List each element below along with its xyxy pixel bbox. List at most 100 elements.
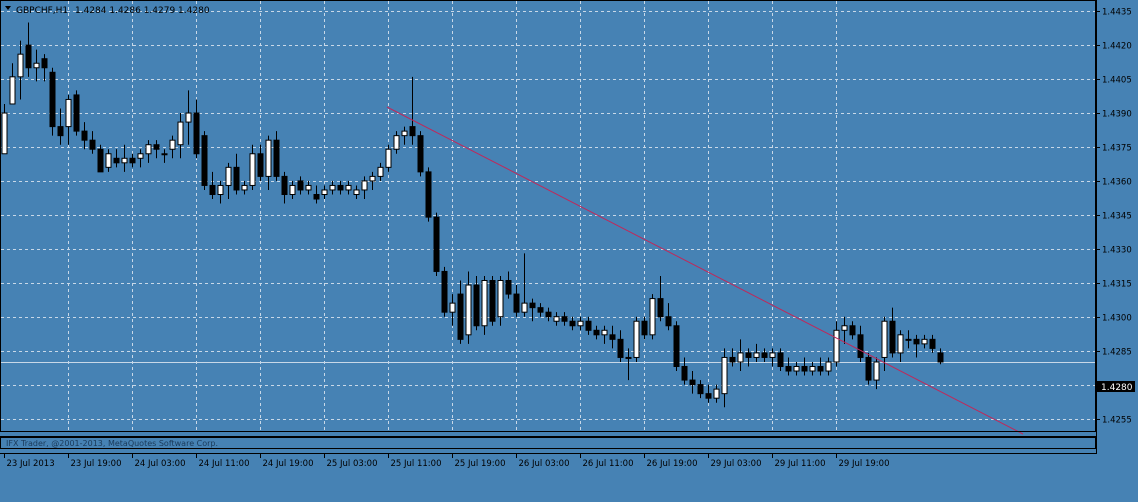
candle xyxy=(161,149,168,163)
candle-body-bull xyxy=(65,98,72,128)
candle-body-bear xyxy=(817,366,824,372)
candle xyxy=(473,275,480,331)
candle-body-bull xyxy=(145,144,152,155)
candle-body-bull xyxy=(385,148,392,168)
candle-body-bull xyxy=(737,352,744,363)
candle-body-bear xyxy=(433,216,440,272)
candle xyxy=(177,113,184,159)
candle-body-bear xyxy=(113,157,120,164)
candle-body-bull xyxy=(873,361,880,381)
y-tick-label: 1.4255 xyxy=(1102,416,1132,426)
candle xyxy=(697,380,704,399)
triangle-down-icon[interactable] xyxy=(5,6,11,10)
candle xyxy=(441,266,448,317)
candle xyxy=(513,285,520,317)
candle-body-bear xyxy=(153,144,160,150)
candle-body-bull xyxy=(353,189,360,195)
y-tick-label: 1.4360 xyxy=(1102,178,1132,188)
candle-body-bull xyxy=(841,325,848,331)
candle-body-bear xyxy=(337,184,344,191)
x-tick-label: 26 Jul 19:00 xyxy=(647,459,698,469)
candle xyxy=(857,325,864,362)
candle-body-bear xyxy=(801,366,808,372)
x-tick-label: 24 Jul 19:00 xyxy=(263,459,314,469)
candle xyxy=(489,275,496,326)
candle-body-bear xyxy=(689,379,696,386)
candle xyxy=(289,180,296,200)
candle-body-bear xyxy=(513,293,520,313)
candle xyxy=(353,185,360,200)
candle-body-bear xyxy=(705,393,712,399)
candle-body-bull xyxy=(897,334,904,354)
candle-body-bull xyxy=(401,130,408,137)
candle xyxy=(761,348,768,362)
candle xyxy=(921,334,928,349)
candle-body-bear xyxy=(233,166,240,191)
candle xyxy=(33,49,40,82)
candle-body-bear xyxy=(697,384,704,395)
candle-body-bull xyxy=(289,184,296,196)
candle xyxy=(417,131,424,177)
candle-body-bear xyxy=(89,139,96,150)
candle xyxy=(25,22,32,77)
candle-body-bull xyxy=(121,157,128,164)
candle xyxy=(889,307,896,358)
candle-body-bull xyxy=(553,316,560,322)
trendline-layer xyxy=(386,106,1024,435)
candle xyxy=(817,357,824,376)
candle-body-bull xyxy=(241,184,248,191)
ohlc-values: 1.4284 1.4286 1.4279 1.4280 xyxy=(75,6,210,16)
trendline[interactable] xyxy=(386,106,1024,435)
candle-body-bull xyxy=(9,76,16,105)
candle xyxy=(521,253,528,317)
candle xyxy=(297,176,304,195)
candle xyxy=(17,40,24,100)
candle-body-bull xyxy=(345,184,352,191)
candle-body-bull xyxy=(329,184,336,191)
candle-body-bear xyxy=(529,302,536,309)
candle xyxy=(185,90,192,145)
candle-body-bull xyxy=(33,62,40,69)
candle-body-bull xyxy=(481,280,488,327)
x-tick-label: 25 Jul 03:00 xyxy=(327,459,378,469)
candle xyxy=(625,348,632,381)
candle xyxy=(553,312,560,326)
candle-body-bear xyxy=(785,366,792,372)
candle-body-bear xyxy=(561,316,568,322)
candle-body-bull xyxy=(265,139,272,177)
x-tick-label: 29 Jul 19:00 xyxy=(839,459,890,469)
candle-body-bull xyxy=(753,352,760,358)
candle-body-bear xyxy=(57,126,64,137)
candle xyxy=(833,321,840,367)
symbol-label: GBPCHF,H1 xyxy=(16,6,68,16)
candle-body-bear xyxy=(505,280,512,295)
candle xyxy=(265,135,272,190)
candle xyxy=(841,316,848,344)
candle-body-bear xyxy=(49,71,56,128)
candle xyxy=(257,144,264,181)
candle-body-bear xyxy=(641,320,648,336)
candle-body-bear xyxy=(209,184,216,196)
candle-body-bear xyxy=(297,180,304,191)
candle-body-bear xyxy=(417,135,424,173)
candle xyxy=(281,171,288,204)
candle xyxy=(745,348,752,367)
candle-body-bear xyxy=(937,352,944,363)
candle xyxy=(369,171,376,190)
candle xyxy=(609,325,616,349)
candle xyxy=(249,144,256,190)
candle xyxy=(545,307,552,322)
candle xyxy=(433,212,440,276)
y-tick-label: 1.4405 xyxy=(1102,76,1132,86)
candle xyxy=(681,357,688,385)
candle xyxy=(505,271,512,299)
y-tick-label: 1.4315 xyxy=(1102,280,1132,290)
candle xyxy=(929,334,936,353)
candle xyxy=(57,108,64,145)
candle-body-bear xyxy=(545,311,552,318)
candle xyxy=(1,103,8,155)
candle-body-bear xyxy=(273,139,280,177)
candle xyxy=(313,185,320,204)
